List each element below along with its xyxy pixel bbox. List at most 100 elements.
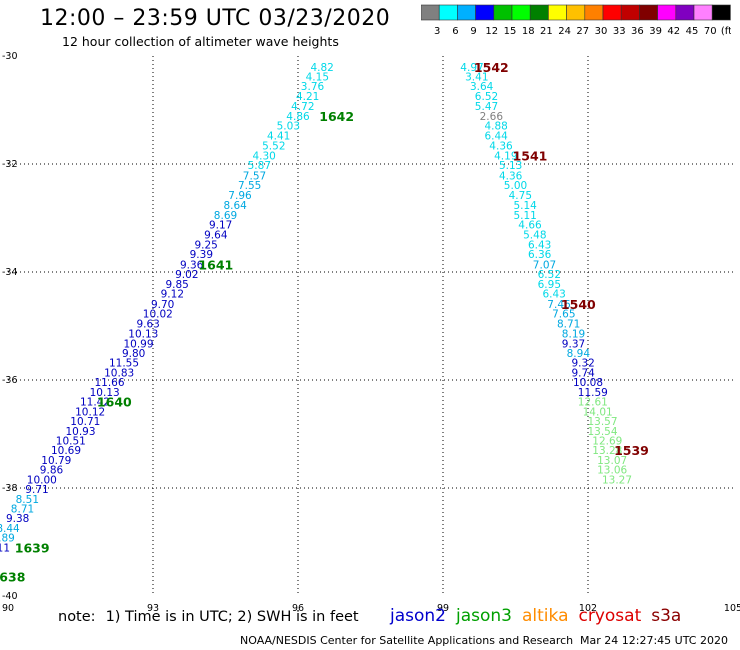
wave-height-value: 10.02: [143, 309, 173, 321]
wave-height-value: 7.96: [228, 190, 252, 202]
chart-subtitle: 12 hour collection of altimeter wave hei…: [62, 34, 339, 49]
y-tick-label: -38: [2, 483, 18, 494]
wave-height-value: 5.48: [523, 230, 546, 242]
colorbar-label: 45: [686, 26, 699, 37]
wave-height-value: 9.39: [190, 249, 213, 261]
wave-height-value: 9.36: [180, 259, 204, 271]
wave-height-value: 13.54: [587, 426, 617, 438]
colorbar-label: 21: [540, 26, 553, 37]
x-tick-label: 102: [579, 603, 597, 614]
wave-height-value: 13.27: [602, 474, 632, 486]
x-tick-label: 90: [2, 603, 14, 614]
wave-height-value: 4.72: [291, 101, 314, 113]
wave-height-value: 5.14: [513, 200, 537, 212]
wave-height-value: 4.66: [518, 219, 542, 231]
wave-height-value: 9.71: [25, 484, 48, 496]
wave-height-value: 5.87: [248, 160, 271, 172]
wave-height-value: 8.19: [562, 329, 585, 341]
wave-height-value: 13.57: [587, 416, 617, 428]
wave-height-value: 10.13: [128, 329, 158, 341]
pass-number-label: 1639: [15, 540, 50, 555]
wave-height-value: 5.03: [277, 121, 300, 133]
pass-number-label: 1539: [614, 443, 649, 458]
x-tick-label: 96: [292, 603, 304, 614]
colorbar-label: 12: [485, 26, 498, 37]
legend-item-cryosat: cryosat: [578, 606, 642, 626]
note-text: note: 1) Time is in UTC; 2) SWH is in fee…: [58, 609, 369, 625]
wave-height-value: 10.12: [75, 406, 105, 418]
colorbar-label: 24: [558, 26, 571, 37]
wave-height-value: 5.52: [262, 141, 285, 153]
colorbar-label: (ft): [721, 26, 731, 37]
wave-height-value: 6.52: [538, 269, 561, 281]
wave-height-value: 6.52: [475, 91, 498, 103]
wave-height-value: 9.12: [161, 289, 184, 301]
legend-item-s3a: s3a: [651, 606, 682, 626]
note-prefix: note:: [58, 609, 96, 625]
wave-height-value: 4.88: [484, 121, 507, 133]
wave-height-value: 4.21: [296, 91, 319, 103]
wave-height-value: 10.00: [27, 474, 57, 486]
colorbar-label: 9: [470, 26, 476, 37]
wave-height-value: 13.07: [597, 455, 627, 467]
wave-height-value: 12.61: [578, 397, 608, 409]
y-tick-label: -40: [2, 591, 18, 602]
wave-height-value: 7.57: [243, 170, 266, 182]
pass-number-label: 1542: [474, 60, 509, 75]
wave-height-value: 9.02: [175, 269, 198, 281]
x-tick-label: 105: [724, 603, 740, 614]
wave-height-value: 11.42: [80, 397, 110, 409]
wave-height-value: 9.74: [571, 367, 595, 379]
wave-height-value: 8.44: [0, 523, 20, 535]
wave-height-value: 10.79: [41, 455, 71, 467]
note-body: 1) Time is in UTC; 2) SWH is in feet: [105, 609, 359, 625]
colorbar-label: 27: [576, 26, 589, 37]
wave-height-value: 3.41: [465, 72, 488, 84]
wave-height-value: 4.97: [460, 62, 483, 74]
colorbar-label: 30: [595, 26, 608, 37]
wave-height-value: 4.86: [286, 111, 310, 123]
wave-height-value: 4.82: [310, 62, 333, 74]
wave-height-value: 11.55: [109, 358, 139, 370]
wave-height-value: 9.11: [0, 542, 10, 554]
wave-height-value: 4.30: [252, 150, 275, 162]
colorbar-label: 70: [704, 26, 717, 37]
wave-height-value: 7.46: [547, 299, 571, 311]
wave-height-value: 4.75: [509, 190, 532, 202]
colorbar-label: 42: [667, 26, 680, 37]
wave-height-value: 3.64: [470, 81, 494, 93]
wave-height-value: 11.66: [94, 377, 124, 389]
wave-height-value: 8.51: [16, 494, 39, 506]
wave-height-value: 13.06: [597, 465, 627, 477]
colorbar-label: 33: [613, 26, 626, 37]
pass-number-label: 1638: [0, 570, 25, 585]
wave-height-value: 2.66: [480, 111, 504, 123]
wave-height-value: 9.37: [562, 338, 585, 350]
wave-height-value: 4.15: [306, 72, 329, 84]
colorbar-label: 3: [434, 26, 440, 37]
legend-item-altika: altika: [522, 606, 569, 626]
y-tick-label: -30: [2, 51, 18, 62]
wave-height-value: 11.59: [578, 387, 608, 399]
wave-height-value: 7.07: [533, 259, 556, 271]
wave-height-value: 9.63: [136, 318, 159, 330]
colorbar-label: 15: [504, 26, 517, 37]
wave-height-value: 10.71: [70, 416, 100, 428]
pass-number-label: 1540: [561, 297, 596, 312]
satellite-legend: jason2 jason3 altika cryosat s3a: [390, 606, 691, 626]
wave-height-value: 10.08: [573, 377, 603, 389]
wave-height-value: 9.38: [6, 513, 29, 525]
wave-height-value: 10.93: [65, 426, 95, 438]
footer-credit: NOAA/NESDIS Center for Satellite Applica…: [240, 634, 574, 647]
wave-height-value: 8.71: [11, 504, 34, 516]
legend-item-jason2: jason2: [390, 606, 446, 626]
wave-height-value: 10.83: [104, 367, 134, 379]
wave-height-value: 10.51: [56, 435, 86, 447]
wave-height-value: 9.64: [204, 230, 228, 242]
y-tick-label: -32: [2, 159, 18, 170]
colorbar-label: 36: [631, 26, 644, 37]
wave-height-value: 9.85: [165, 279, 188, 291]
wave-height-value: 6.95: [538, 279, 561, 291]
wave-height-value: 7.55: [238, 180, 261, 192]
